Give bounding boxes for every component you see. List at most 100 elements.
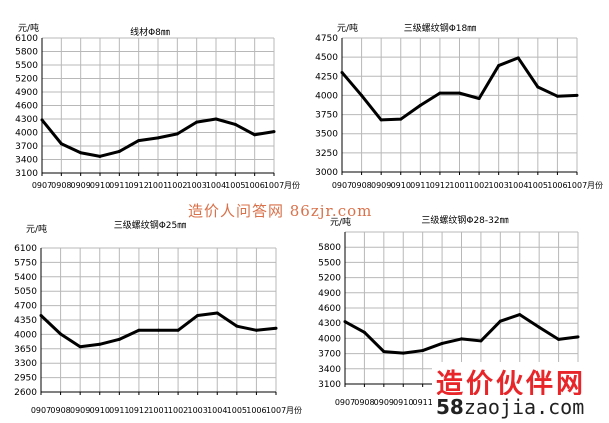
x-axis-label: 月份: [587, 180, 603, 190]
y-tick-label: 2950: [14, 374, 37, 384]
x-tick-label: 0912: [128, 181, 148, 190]
x-tick-label: 0908: [351, 181, 371, 190]
data-point: [421, 349, 425, 353]
watermark-58zaojia-domain: 58zaojia.com: [432, 395, 589, 419]
y-tick-label: 4250: [315, 72, 338, 82]
watermark-86zjr: 造价人问答网 86zjr.com: [188, 202, 373, 220]
y-tick-label: 4600: [15, 102, 38, 112]
x-axis-label: 月份: [286, 405, 302, 415]
x-tick-label: 1004: [207, 406, 227, 415]
y-tick-label: 5200: [318, 274, 341, 284]
data-point: [215, 311, 219, 315]
x-tick-label: 0909: [371, 181, 391, 190]
y-tick-label: 3400: [318, 365, 341, 375]
chart-title: 三级螺纹钢Φ25㎜: [114, 219, 187, 231]
data-point: [362, 330, 366, 334]
data-point: [253, 133, 257, 137]
y-tick-label: 6100: [14, 244, 37, 254]
watermark-domain: zaojia.com: [463, 395, 585, 419]
y-tick-label: 4300: [15, 115, 38, 125]
y-tick-label: 5500: [318, 258, 341, 268]
y-tick-label: 3250: [315, 149, 338, 159]
y-tick-label: 3400: [15, 156, 38, 166]
y-tick-label: 4500: [315, 53, 338, 63]
x-tick-label: 1003: [186, 181, 206, 190]
data-point: [460, 337, 463, 341]
x-tick-label: 0911: [412, 398, 432, 407]
data-point: [254, 328, 258, 332]
y-tick-label: 4700: [14, 302, 37, 312]
x-tick-label: 1005: [227, 406, 247, 415]
data-point: [458, 91, 461, 95]
x-tick-label: 1006: [244, 181, 264, 190]
x-tick-label: 0907: [31, 406, 51, 415]
data-point: [516, 56, 520, 60]
data-point: [175, 132, 179, 136]
y-tick-label: 3650: [14, 345, 37, 355]
y-tick-label: 5800: [318, 243, 341, 253]
x-tick-label: 0910: [393, 398, 413, 407]
data-point: [98, 342, 102, 346]
y-tick-label: 5750: [14, 258, 37, 268]
watermark-58zaojia-cn: 造价伙伴网: [432, 362, 590, 401]
chart-title: 三级螺纹钢Φ18㎜: [404, 22, 477, 34]
data-point: [233, 122, 237, 126]
data-point: [157, 328, 160, 332]
x-tick-label: 1002: [167, 181, 187, 190]
data-point: [438, 91, 442, 95]
x-tick-label: 0909: [70, 181, 90, 190]
y-tick-label: 4300: [318, 319, 341, 329]
y-tick-label: 3100: [15, 169, 38, 179]
data-point: [498, 319, 502, 323]
x-tick-label: 0911: [109, 406, 129, 415]
x-tick-label: 1002: [469, 181, 489, 190]
data-point: [235, 324, 239, 328]
x-tick-label: 0908: [354, 398, 374, 407]
x-tick-label: 1007: [567, 181, 587, 190]
data-point: [575, 93, 579, 97]
y-tick-label: 2600: [14, 388, 37, 398]
data-point: [576, 335, 580, 339]
y-tick-label: 4350: [14, 316, 37, 326]
y-tick-label: 4900: [15, 88, 38, 98]
data-point: [274, 326, 278, 330]
y-tick-label: 3300: [14, 359, 37, 369]
y-tick-label: 5050: [14, 287, 37, 297]
data-point: [117, 337, 121, 341]
x-tick-label: 0910: [391, 181, 411, 190]
x-tick-label: 0912: [129, 406, 149, 415]
y-tick-label: 3000: [315, 168, 338, 178]
y-tick-label: 5500: [15, 61, 38, 71]
y-tick-label: 4900: [318, 289, 341, 299]
data-point: [343, 320, 347, 324]
y-tick-label: 3500: [315, 130, 338, 140]
x-tick-label: 0909: [70, 406, 90, 415]
x-tick-label: 0907: [335, 398, 355, 407]
y-axis-unit: 元/吨: [18, 22, 39, 34]
y-tick-label: 3100: [318, 380, 341, 390]
data-point: [479, 339, 483, 343]
data-point: [340, 70, 344, 74]
y-tick-label: 3700: [318, 350, 341, 360]
data-point: [382, 350, 386, 354]
data-point: [360, 93, 364, 97]
x-tick-label: 1003: [187, 406, 207, 415]
x-tick-label: 0910: [90, 406, 110, 415]
data-point: [214, 117, 218, 121]
y-tick-label: 4000: [315, 91, 338, 101]
x-tick-label: 1001: [449, 181, 469, 190]
x-tick-label: 0909: [374, 398, 394, 407]
data-point: [117, 149, 121, 153]
data-point: [557, 337, 561, 341]
data-point: [98, 154, 102, 158]
y-tick-label: 4000: [318, 334, 341, 344]
data-point: [195, 120, 199, 124]
data-point: [137, 328, 141, 332]
chart-title: 三级螺纹钢Φ28-32㎜: [421, 214, 508, 226]
data-point: [59, 142, 63, 146]
x-tick-label: 1004: [206, 181, 226, 190]
y-axis-unit: 元/吨: [330, 216, 351, 228]
x-tick-label: 0907: [32, 181, 52, 190]
x-tick-label: 1006: [246, 406, 266, 415]
